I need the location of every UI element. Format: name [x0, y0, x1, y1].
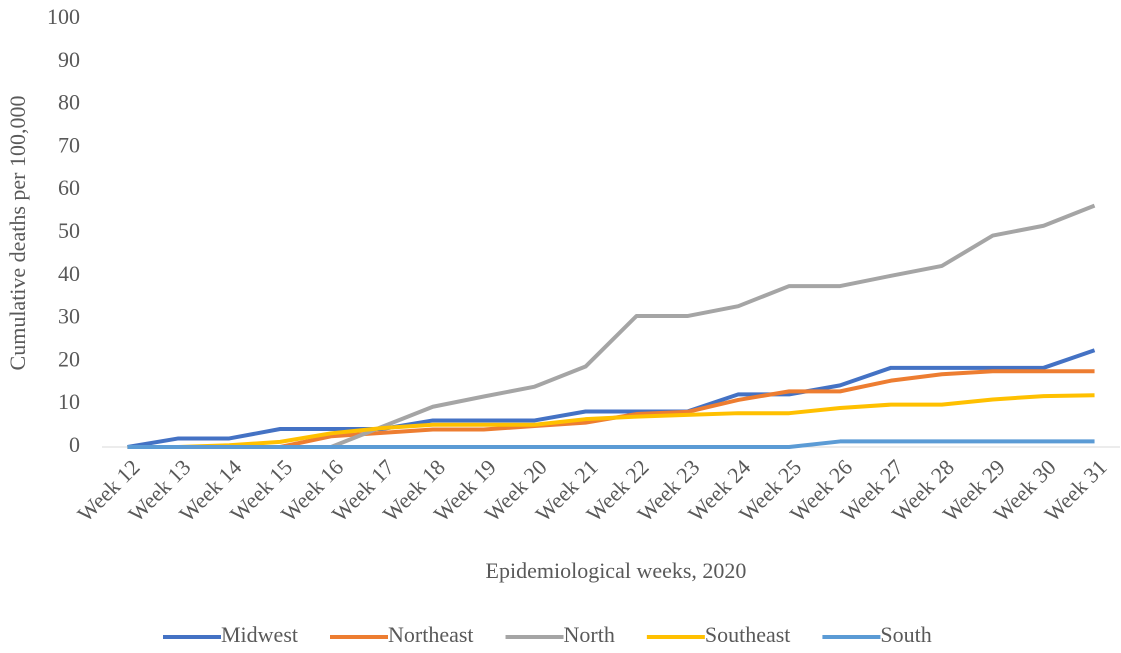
y-tick-label: 70	[58, 132, 80, 157]
line-series	[127, 439, 1095, 449]
legend-label: Northeast	[388, 622, 474, 647]
y-axis-title: Cumulative deaths per 100,000	[5, 96, 30, 371]
y-tick-label: 10	[58, 389, 80, 414]
line-series	[127, 348, 1096, 449]
line-series	[127, 393, 1095, 449]
legend-label: South	[880, 622, 931, 647]
y-tick-label: 60	[58, 175, 80, 200]
y-tick-label: 30	[58, 304, 80, 329]
y-tick-label: 100	[47, 4, 80, 29]
y-tick-label: 20	[58, 346, 80, 371]
legend-label: Midwest	[221, 622, 298, 647]
x-axis-title: Epidemiological weeks, 2020	[486, 558, 747, 583]
y-tick-label: 50	[58, 218, 80, 243]
legend-label: North	[564, 622, 615, 647]
line-series	[127, 369, 1095, 449]
y-tick-label: 0	[69, 432, 80, 457]
y-tick-label: 80	[58, 90, 80, 115]
legend-label: Southeast	[705, 622, 791, 647]
y-tick-label: 90	[58, 47, 80, 72]
y-tick-label: 40	[58, 261, 80, 286]
